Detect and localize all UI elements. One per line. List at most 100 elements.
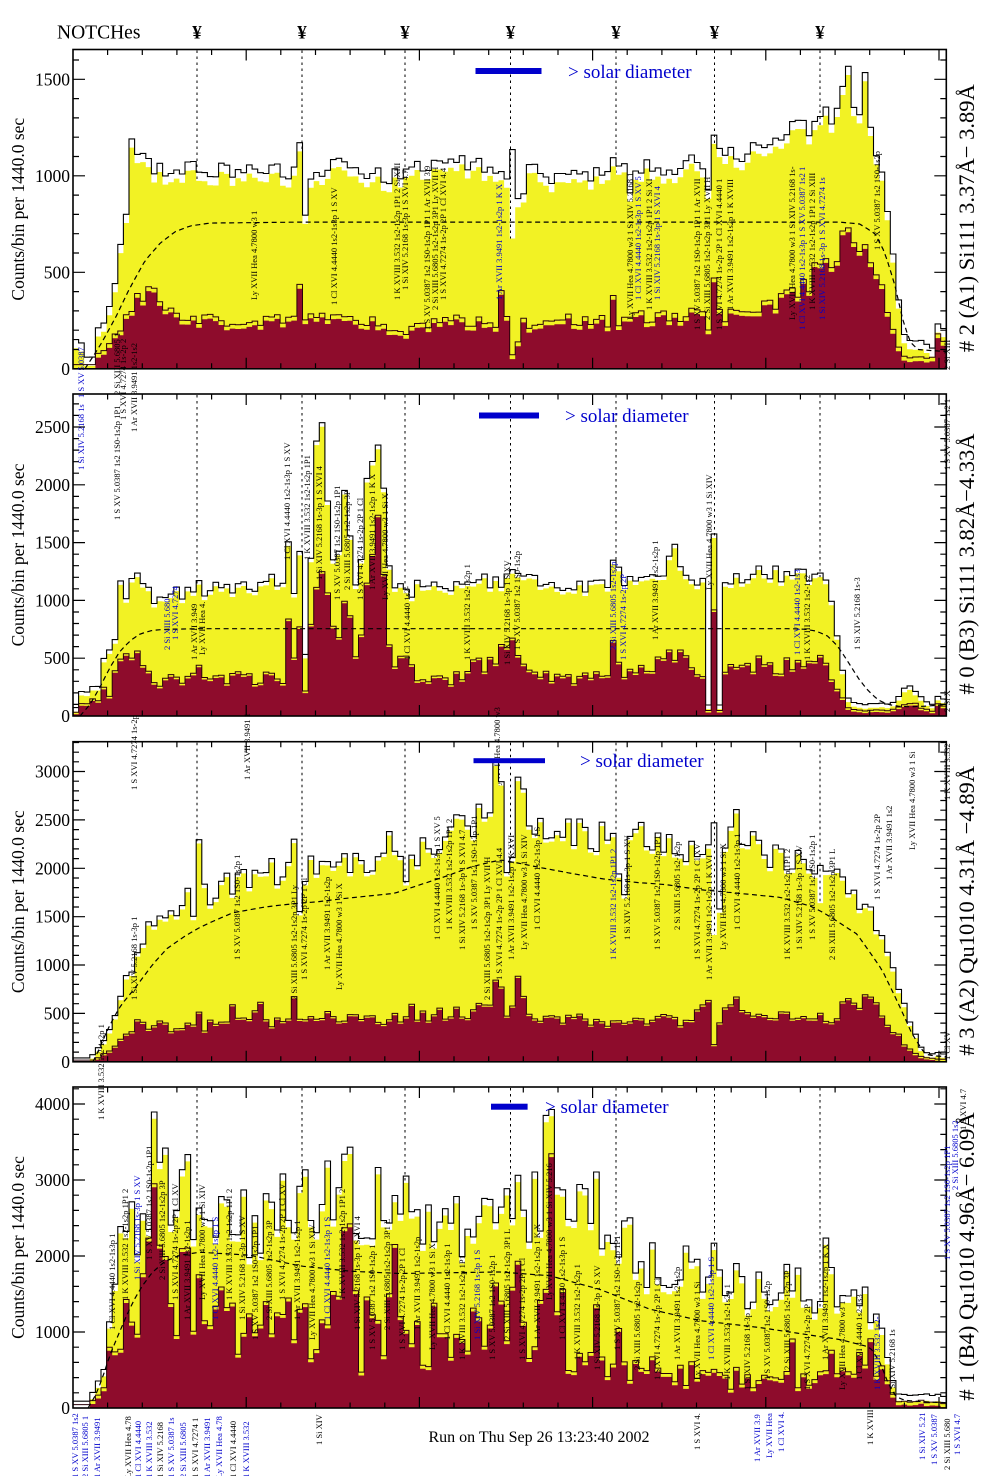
svg-text:1 Ar XVII 3.9491 1s2-1s2p: 1 Ar XVII 3.9491 1s2-1s2p [322,877,332,970]
svg-text:1 S XV 5.0387: 1 S XV 5.0387 [929,1414,939,1465]
svg-text:2 Si XIII 5.6805 1s2-1s2p 3P1: 2 Si XIII 5.6805 1s2-1s2p 3P1 Ly XVII H [430,167,440,310]
svg-text:¥: ¥ [400,23,410,44]
svg-text:1000: 1000 [35,590,70,610]
svg-text:3000: 3000 [35,762,70,782]
svg-text:0: 0 [61,1398,70,1418]
svg-text:1 Si XIV 5.2168: 1 Si XIV 5.2168 [155,1422,165,1476]
svg-text:1 Cl XVI 4.4440 1s2-1s3p 1 S: 1 Cl XVI 4.4440 1s2-1s3p 1 S [532,827,542,930]
svg-text:1 Cl XVI 4.4440 1s2-1s3: 1 Cl XVI 4.4440 1s2-1s3 [792,569,802,655]
svg-text:¥: ¥ [815,23,825,44]
svg-text:Ly XVII Hea 4.7800 w3: Ly XVII Hea 4.7800 w3 [492,707,502,790]
svg-text:1 S XV 5.0387 1s2 1: 1 S XV 5.0387 1s2 1 [942,399,952,470]
svg-text:1 S XV 5.0387 1s: 1 S XV 5.0387 1s [166,1417,176,1476]
svg-text:1 S XVI 4.7274 1s-2p 2: 1 S XVI 4.7274 1s-2p 2 [118,339,128,420]
svg-text:2 Si XIII 5.6805 1s2-1s2p 3P1: 2 Si XIII 5.6805 1s2-1s2p 3P1 Ly [289,884,299,1000]
svg-text:1 Si XIV 5.2168 1s-3p 1 S XV: 1 Si XIV 5.2168 1s-3p 1 S XV [502,559,512,665]
svg-text:1 Si XIV 5.2168 1s-3p 1 S XVI: 1 Si XIV 5.2168 1s-3p 1 S XVI 4.7 [457,830,467,950]
svg-text:1500: 1500 [35,533,70,553]
svg-text:2 Si X: 2 Si X [942,690,952,712]
svg-text:1 S XV 5.0387 1s2: 1 S XV 5.0387 1s2 [70,1413,80,1476]
svg-text:Ly XVII Hea 4.7800 w3 1 Si X: Ly XVII Hea 4.7800 w3 1 Si X [427,1243,437,1350]
svg-text:2 Si XIII 5.6805 1s2-1s2p: 2 Si XIII 5.6805 1s2-1s2p [632,1281,642,1370]
svg-text:1 Ar XVII 3.9491 1s2-1s2p: 1 Ar XVII 3.9491 1s2-1s2p [672,1267,682,1360]
svg-text:2 Si XIII 5.6805 1s2-1s2p 3P1: 2 Si XIII 5.6805 1s2-1s2p 3P1 L [827,849,837,960]
svg-text:1 Ar XVII 3.9491 1s2-1s2p 1 K: 1 Ar XVII 3.9491 1s2-1s2p 1 K XVI [506,835,516,960]
svg-text:1500: 1500 [35,907,70,927]
svg-text:1 Cl XVI 4.4440 1s2-1s3p 1: 1 Cl XVI 4.4440 1s2-1s3p 1 [442,1244,452,1340]
svg-text:1 K XVIII 3.532: 1 K XVIII 3.532 [241,1421,251,1476]
svg-text:1 S XV 5.0387 1s2 1S0-1s2p: 1 S XV 5.0387 1s2 1S0-1s2p [872,151,882,250]
svg-text:1 Cl XVI 4.4440 1s2-1s3p 1 S: 1 Cl XVI 4.4440 1s2-1s3p 1 S [706,1257,716,1360]
svg-text:0: 0 [61,1052,70,1072]
svg-text:Ly XVII Hea 4.7800 w3 1: Ly XVII Hea 4.7800 w3 1 [249,211,259,300]
svg-text:> solar diameter: > solar diameter [568,62,692,83]
svg-text:2 Si XIII 5.680: 2 Si XIII 5.680 [162,599,172,650]
svg-text:# 3 (A2) Qu1010 4.31Å −4.89Å: # 3 (A2) Qu1010 4.31Å −4.89Å [954,765,979,1055]
svg-text:1 S XV 5.0387 1s2 1S0-1s2p 1: 1 S XV 5.0387 1s2 1S0-1s2p 1 [807,835,817,940]
svg-text:1 Ar XVII 3.9491 1: 1 Ar XVII 3.9491 1 [242,713,252,780]
svg-text:1 K XVIII 3.532 1s2-1s2p 1P1 2: 1 K XVIII 3.532 1s2-1s2p 1P1 2 Si XI [644,178,654,310]
svg-text:1 S XVI 4.7274 1s-2p 2P 1 Cl X: 1 S XVI 4.7274 1s-2p 2P 1 Cl XVI 4.4440 … [714,179,724,330]
svg-text:2 Si XIII 5.6805 1: 2 Si XIII 5.6805 1 [112,333,122,395]
svg-text:1 Ar XVII 3.9491 1s2-1s2p 1: 1 Ar XVII 3.9491 1s2-1s2p 1 [292,1220,302,1320]
svg-text:Ly XVII Hea 4.7800 w3 1 Si XIV: Ly XVII Hea 4.7800 w3 1 Si XIV [519,833,529,950]
svg-text:1 K XVIII 3.532 1s2-1s2p 1P1 2: 1 K XVIII 3.532 1s2-1s2p 1P1 2 [224,1189,234,1300]
svg-text:1 S XV 5.0387 1s2 1S0-1s2p 1: 1 S XV 5.0387 1s2 1S0-1s2p 1 [367,1245,377,1350]
svg-text:1 Si XIV 5.2168 1s-3p 1 S XVI: 1 Si XIV 5.2168 1s-3p 1 S XVI 4 [352,1215,362,1330]
svg-text:1 S XVI 4.7274 1s-2p 2P 1 Cl: 1 S XVI 4.7274 1s-2p 2P 1 Cl [397,1247,407,1350]
svg-text:NOTCHes: NOTCHes [57,23,140,44]
svg-text:1 K XVIII: 1 K XVIII [865,1409,875,1445]
svg-text:2 Si XIII: 2 Si XIII [942,340,952,370]
svg-text:1 K XVIII 3.532 1s2-1s2p 1P1 2: 1 K XVIII 3.532 1s2-1s2p 1P1 2 [337,1189,347,1300]
svg-text:0: 0 [61,359,70,379]
svg-text:Counts/bin per 1440.0 sec: Counts/bin per 1440.0 sec [8,118,28,301]
svg-text:Ly XVII Hea 4.7800 w3 1 Si: Ly XVII Hea 4.7800 w3 1 Si [907,751,917,850]
svg-text:2 Si XIII 5.6805 1s2-1s2p 3P1: 2 Si XIII 5.6805 1s2-1s2p 3P1 L [502,1229,512,1340]
svg-text:1 S XV 5.0387 1s2 1S0-1s2p 1P1: 1 S XV 5.0387 1s2 1S0-1s2p 1P1 [612,1236,622,1350]
svg-text:1 Si XIV 5.2168 1s-3p 1 S XV: 1 Si XIV 5.2168 1s-3p 1 S XV [237,1214,247,1320]
svg-text:1 K XVIII 3.532: 1 K XVIII 3.532 [942,743,952,800]
svg-text:Counts/bin per 1440.0 sec: Counts/bin per 1440.0 sec [8,1156,28,1339]
svg-text:1 S XV 5.0387 1s2 1S0-1s2p 1: 1 S XV 5.0387 1s2 1S0-1s2p 1 [232,855,242,960]
svg-text:Ly XVII Hea 4.7800 w3 1: Ly XVII Hea 4.7800 w3 1 [837,1301,847,1390]
svg-text:1000: 1000 [35,1322,70,1342]
svg-text:1 S XVI 4.: 1 S XVI 4. [692,1413,702,1450]
svg-text:2000: 2000 [35,1246,70,1266]
svg-text:1 Si XIV 5.2168 1s-3p 1 S XVI: 1 Si XIV 5.2168 1s-3p 1 S XVI 4 [314,465,324,580]
svg-text:Ly XVII Hea 4.7800 w3 1 Si XIV: Ly XVII Hea 4.7800 w3 1 Si XIV [197,1183,207,1300]
svg-text:1 Si XIV 5.2168 1s-3p 1 S: 1 Si XIV 5.2168 1s-3p 1 S [472,1249,482,1340]
svg-text:1 K XVIII 3.532 1s2-1s2p 1P1 2: 1 K XVIII 3.532 1s2-1s2p 1P1 2 [782,849,792,960]
svg-text:1 S XVI 4.7274 1s-2p 2P 1 Cl X: 1 S XVI 4.7274 1s-2p 2P 1 Cl XVI 4.4 [438,167,448,300]
svg-text:1 Si XIV 5.2168 1s: 1 Si XIV 5.2168 1s [76,404,86,470]
svg-text:Ly XVII Hea 4.78: Ly XVII Hea 4.78 [214,1416,224,1476]
svg-text:1 K XVIII 3.532 1s2-1s2p 1P1 2: 1 K XVIII 3.532 1s2-1s2p 1P1 2 Si XIII [807,173,817,310]
svg-text:1 K XVIII 3.532 1s2-1s2p 1: 1 K XVIII 3.532 1s2-1s2p 1 [462,564,472,660]
svg-text:4000: 4000 [35,1094,70,1114]
svg-text:2 Si XIII 5.6805 1s2-1s2p 3P: 2 Si XIII 5.6805 1s2-1s2p 3P [264,1220,274,1320]
svg-text:2 Si XIII 5.6805 1: 2 Si XIII 5.6805 1 [80,1416,90,1476]
svg-text:1 K XVIII 3.532 1s2-1s2p 1P1: 1 K XVIII 3.532 1s2-1s2p 1P1 [457,1255,467,1360]
svg-text:Ly XVII Hea 4.7800 w3 1 Si X: Ly XVII Hea 4.7800 w3 1 Si X [334,883,344,990]
svg-text:1 Ar XVII 3.9491 1s2-1s2p: 1 Ar XVII 3.9491 1s2-1s2p [412,1237,422,1330]
svg-text:¥: ¥ [192,23,202,44]
svg-text:1 Cl XVI 4.4440 1s2-1s3p 1: 1 Cl XVI 4.4440 1s2-1s3p 1 [732,834,742,930]
svg-text:1 Si XIV 5.2168 1s-3p 1 S XV: 1 Si XIV 5.2168 1s-3p 1 S XV [592,1264,602,1370]
svg-text:1 S XV 5.0387 1s2 1S0-1s2p 1P1: 1 S XV 5.0387 1s2 1S0-1s2p 1P1 [942,1146,952,1260]
svg-text:1 K XVIII 3.532 1s2-1s2p 1P1 2: 1 K XVIII 3.532 1s2-1s2p 1P1 2 Si XIII [392,163,402,300]
svg-text:¥: ¥ [710,23,720,44]
svg-text:1 S XVI 4.7274 1s-2p 2P 1 Cl X: 1 S XVI 4.7274 1s-2p 2P 1 Cl XV [170,1183,180,1300]
svg-text:1 Cl XVI 4.4440 1s2-1s3p 1: 1 Cl XVI 4.4440 1s2-1s3p 1 [107,1234,117,1330]
svg-text:1 S XVI 4.7274 1s-2p 2P 1 Cl X: 1 S XVI 4.7274 1s-2p 2P 1 Cl XV [277,1183,287,1300]
svg-text:1 Ar XVII 3.9491 1s2-1s2p 1 K: 1 Ar XVII 3.9491 1s2-1s2p 1 K XVI [704,855,714,980]
svg-text:# 2 (A1) Si111 3.37Å− 3.89Å: # 2 (A1) Si111 3.37Å− 3.89Å [954,84,979,353]
svg-text:1 Si XIV: 1 Si XIV [314,1413,324,1445]
svg-text:Ly XVII Hea 4.7800 w3 1 Si XIV: Ly XVII Hea 4.7800 w3 1 Si XIV [704,473,714,590]
svg-text:1000: 1000 [35,166,70,186]
svg-text:1 S XV 5.0387 1s2 1S0-1s2p 1P1: 1 S XV 5.0387 1s2 1S0-1s2p 1P1 [652,836,662,950]
svg-text:1 K XVIII 3.532 1s2-1s2p 1P1 2: 1 K XVIII 3.532 1s2-1s2p 1P1 2 [120,1189,130,1300]
svg-text:1 S XV 5.0387 1s2 1S0-1s2p 1P1: 1 S XV 5.0387 1s2 1S0-1s2p 1P1 [112,406,122,520]
svg-text:1 Cl XV: 1 Cl XV [942,1030,952,1060]
svg-text:1 K XVIII 3.532 1s2-1s2p 1P1: 1 K XVIII 3.532 1s2-1s2p 1P1 [302,455,312,560]
svg-text:1 Ar XVII 3.9491: 1 Ar XVII 3.9491 [92,1418,102,1476]
svg-text:1 S XVI 4.7274 1s-2p 2P 1 Cl: 1 S XVI 4.7274 1s-2p 2P 1 Cl [355,497,365,600]
